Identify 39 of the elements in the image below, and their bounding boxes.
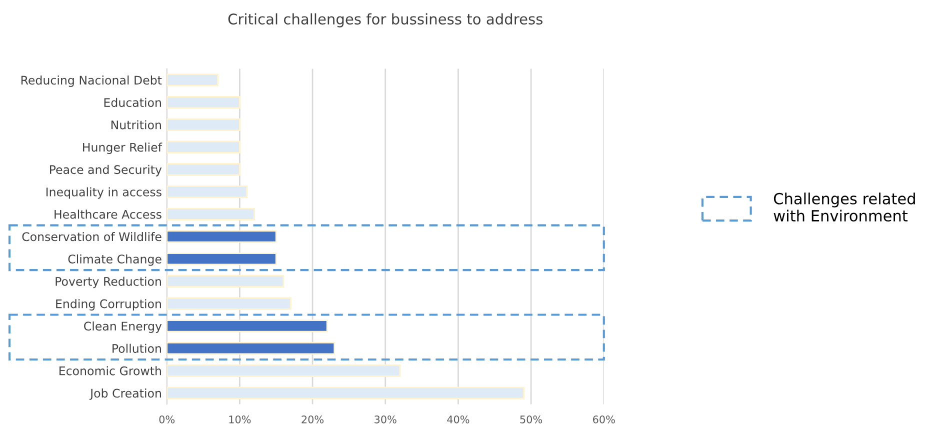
bar [166,342,336,355]
bar [166,320,328,332]
y-tick-label: Ending Corruption [56,299,161,311]
x-tick-label: 60% [593,415,615,424]
bar [166,140,240,154]
x-tick-label: 10% [229,415,251,424]
bar [166,230,277,243]
x-tick-label: 20% [302,415,324,424]
y-tick-label: Nutrition [111,120,161,130]
y-tick-label: Inequality in access [46,187,162,199]
y-tick-label: Clean Energy [84,321,162,333]
y-tick-label: Conservation of Wildlife [22,232,162,242]
y-tick-label: Peace and Security [50,164,162,176]
bar [166,208,255,220]
y-tick-label: Pollution [112,344,161,353]
y-tick-label: Education [104,98,161,107]
bar [166,386,524,400]
y-tick-label: Healthcare Access [54,210,162,219]
y-tick-label: Job Creation [89,388,161,400]
bar [166,118,240,131]
bar [166,96,240,109]
bar [166,163,240,176]
x-tick-label: 40% [447,415,470,424]
y-tick-label: Reducing Nacional Debt [21,75,162,87]
text: Challenges related with Environment [774,192,915,222]
y-tick-label: Economic Growth [60,366,161,376]
x-tick-label: 50% [520,415,542,424]
bar [166,185,248,198]
bar [166,74,219,86]
bar [166,364,401,377]
bar [166,297,292,310]
x-tick-label: 0% [159,415,175,424]
x-tick-label: 30% [374,415,396,424]
y-tick-label: Hunger Relief [83,142,162,154]
bar [166,252,277,266]
chart-title: Critical challenges for bussiness to address [228,13,542,28]
y-tick-label: Poverty Reduction [56,276,161,288]
y-tick-label: Climate Change [68,254,162,266]
bar [166,274,284,288]
